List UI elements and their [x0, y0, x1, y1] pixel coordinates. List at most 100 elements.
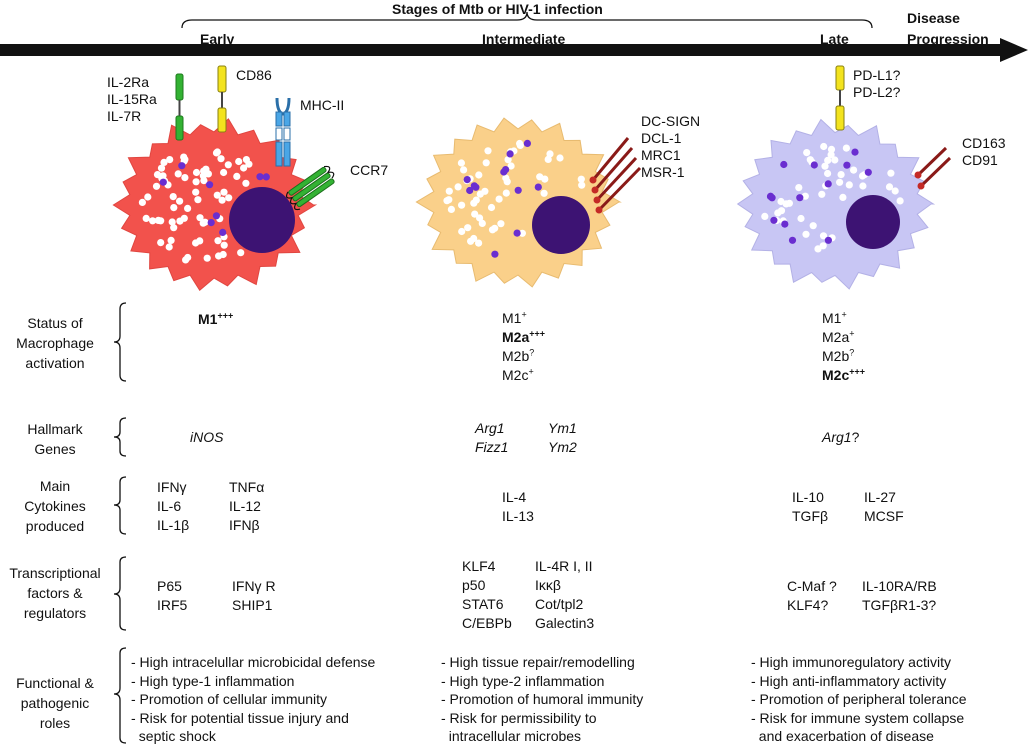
granule: [851, 148, 859, 156]
cytokines-intermediate: IL-4 IL-13: [502, 488, 534, 526]
row-label-line: pathogenic: [20, 695, 90, 711]
row-label-line: activation: [25, 355, 85, 371]
label-dc-sign: DC-SIGN: [641, 113, 701, 129]
cytokine: IL-12: [229, 498, 261, 514]
granule: [196, 214, 204, 222]
role-item: - Risk for potential tissue injury and: [131, 709, 349, 726]
stage-early: Early: [200, 31, 235, 47]
granule: [220, 168, 228, 177]
late-cell-body: [736, 118, 936, 290]
roles-late: - High immunoregulatory activity - High …: [751, 653, 967, 746]
granule: [181, 174, 189, 182]
label-ccr7: CCR7: [350, 162, 389, 178]
activation-state: M2b?: [822, 347, 855, 364]
granule: [206, 181, 214, 189]
role-item: - Promotion of humoral immunity: [441, 691, 644, 707]
factor: P65: [157, 578, 182, 594]
granule: [470, 199, 478, 207]
cytokine: TNFα: [229, 479, 265, 495]
row-label-line: factors &: [27, 585, 83, 601]
factor: IL-10RA/RB: [862, 578, 937, 594]
granule: [217, 155, 225, 163]
label-pd-l2: PD-L2?: [853, 84, 901, 100]
granule: [138, 198, 146, 206]
granule: [157, 164, 166, 172]
granule: [802, 230, 810, 238]
granule: [165, 243, 173, 251]
granule: [447, 205, 455, 213]
granule: [213, 148, 221, 156]
activation-state: M1+: [822, 309, 847, 326]
stages-brace: [181, 11, 873, 29]
granule: [159, 178, 167, 186]
label-il15ra: IL-15Ra: [107, 91, 157, 107]
label-cd91: CD91: [962, 152, 998, 168]
granule: [842, 144, 851, 152]
granule: [203, 254, 211, 262]
gene: Ym1: [548, 420, 577, 436]
factor: KLF4: [462, 558, 496, 574]
granule: [220, 188, 228, 196]
granule: [184, 204, 192, 212]
granule: [885, 183, 894, 191]
cytokine: MCSF: [864, 508, 904, 524]
granule: [262, 173, 270, 181]
ccr7-receptor-icon: [285, 165, 335, 211]
cd163-receptor-icon: [914, 146, 952, 190]
granule: [544, 155, 552, 163]
granule: [859, 182, 867, 190]
granule: [796, 194, 804, 202]
granule: [240, 164, 248, 172]
roles-intermediate: - High tissue repair/remodelling - High …: [441, 653, 643, 746]
genes-intermediate: Arg1 Ym1 Fizz1 Ym2: [475, 419, 577, 457]
genes-late: Arg1?: [822, 428, 859, 447]
row-label-cytokines: Main Cytokines produced: [0, 476, 110, 536]
intermediate-macrophage: [415, 117, 642, 288]
granule: [213, 191, 221, 199]
factor: C-Maf ?: [787, 578, 837, 594]
granule: [781, 220, 789, 228]
granule: [788, 236, 797, 244]
granule: [219, 228, 227, 236]
row-label-line: Main: [39, 478, 71, 494]
granule: [176, 217, 184, 225]
granule: [167, 236, 175, 244]
gene: Fizz1: [475, 439, 509, 455]
row-label-line: roles: [39, 715, 71, 731]
granule: [168, 218, 176, 226]
granule: [256, 173, 264, 181]
granule: [831, 156, 839, 164]
granule: [518, 229, 527, 237]
status-early: M1+++: [198, 310, 233, 329]
granule: [176, 197, 184, 205]
granule: [180, 153, 188, 161]
granule: [182, 256, 190, 264]
granule: [196, 237, 204, 245]
intermediate-nucleus: [532, 196, 590, 254]
activation-state: M2c+: [502, 366, 534, 383]
granule: [194, 196, 202, 204]
intermediate-granules: [443, 139, 586, 258]
granule: [824, 169, 832, 178]
progression-label: Progression: [907, 31, 989, 47]
granule: [178, 162, 186, 170]
cd86-receptor-icon: [217, 65, 227, 133]
label-mhc-ii: MHC-II: [300, 97, 345, 113]
early-receptor-labels: IL-2Ra IL-15Ra IL-7R: [107, 74, 157, 125]
label-il2ra: IL-2Ra: [107, 74, 150, 90]
row-label-line: Cytokines: [24, 498, 86, 514]
granule: [578, 181, 586, 189]
status-late: M1+ M2a+ M2b? M2c+++: [822, 309, 865, 385]
activation-state: M2c+++: [822, 366, 866, 383]
cytokine: IL-1β: [157, 517, 190, 533]
granule: [157, 239, 165, 247]
role-item: - High tissue repair/remodelling: [441, 654, 635, 670]
granule: [850, 166, 858, 174]
early-macrophage: [112, 65, 335, 292]
granule: [887, 169, 895, 177]
granule: [777, 207, 786, 215]
granule: [497, 220, 505, 228]
progression-arrow: [0, 38, 1028, 62]
granule: [484, 147, 492, 155]
factor: p50: [462, 577, 486, 593]
